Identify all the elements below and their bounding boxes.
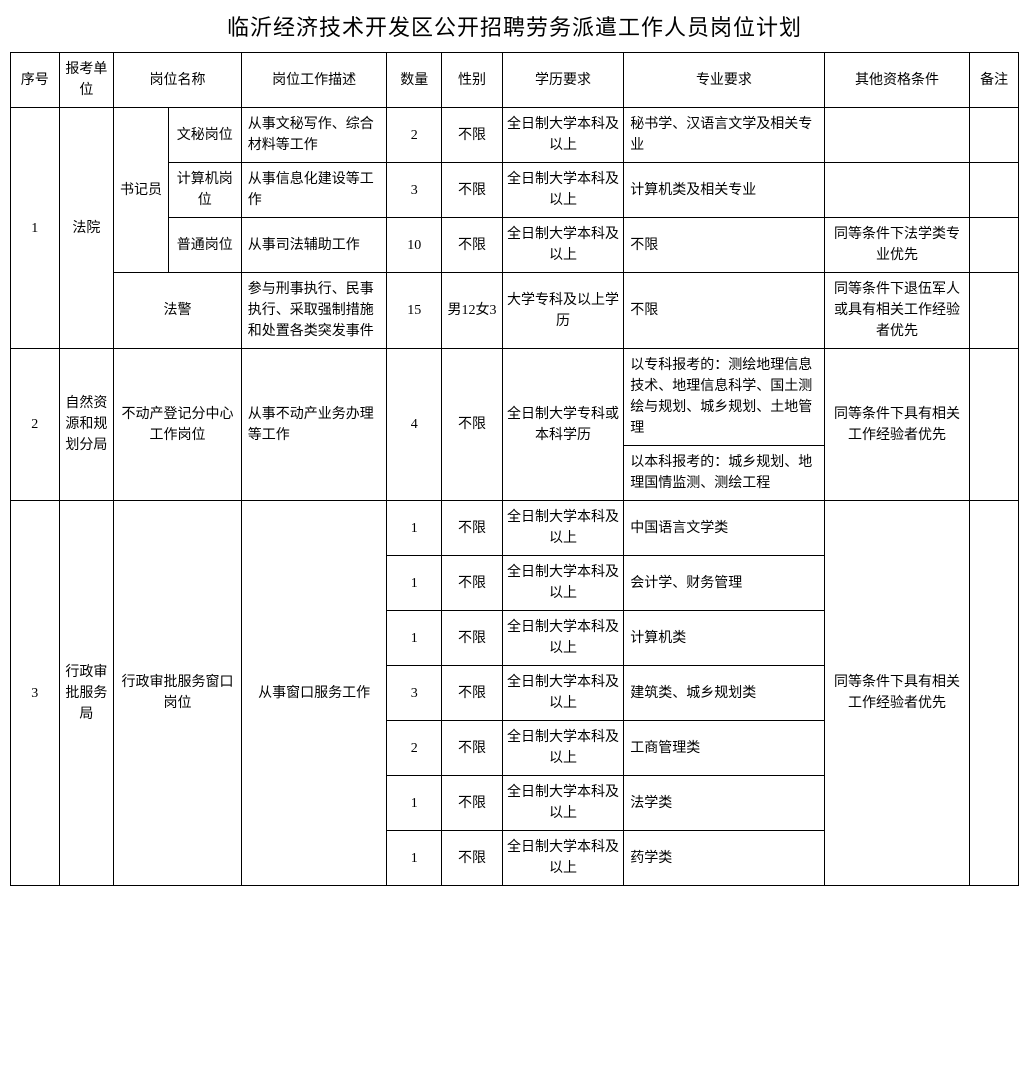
- table-row: 法警 参与刑事执行、民事执行、采取强制措施和处置各类突发事件 15 男12女3 …: [11, 273, 1019, 349]
- header-major: 专业要求: [624, 53, 824, 108]
- table-row: 2 自然资源和规划分局 不动产登记分中心工作岗位 从事不动产业务办理等工作 4 …: [11, 349, 1019, 446]
- cell-qty: 1: [387, 831, 442, 886]
- header-edu: 学历要求: [502, 53, 623, 108]
- table-header-row: 序号 报考单位 岗位名称 岗位工作描述 数量 性别 学历要求 专业要求 其他资格…: [11, 53, 1019, 108]
- cell-gender: 不限: [442, 501, 503, 556]
- cell-note: [970, 273, 1019, 349]
- header-unit: 报考单位: [59, 53, 114, 108]
- cell-pos: 文秘岗位: [168, 108, 241, 163]
- cell-qty: 2: [387, 721, 442, 776]
- table-row: 1 法院 书记员 文秘岗位 从事文秘写作、综合材料等工作 2 不限 全日制大学本…: [11, 108, 1019, 163]
- cell-edu: 全日制大学本科及以上: [502, 556, 623, 611]
- cell-major: 计算机类: [624, 611, 824, 666]
- cell-desc: 参与刑事执行、民事执行、采取强制措施和处置各类突发事件: [241, 273, 387, 349]
- cell-gender: 男12女3: [442, 273, 503, 349]
- cell-note: [970, 218, 1019, 273]
- cell-gender: 不限: [442, 721, 503, 776]
- table-row: 3 行政审批服务局 行政审批服务窗口岗位 从事窗口服务工作 1 不限 全日制大学…: [11, 501, 1019, 556]
- cell-seq: 2: [11, 349, 60, 501]
- cell-edu: 全日制大学本科及以上: [502, 721, 623, 776]
- cell-edu: 全日制大学专科或本科学历: [502, 349, 623, 501]
- cell-other: 同等条件下法学类专业优先: [824, 218, 970, 273]
- cell-pos: 计算机岗位: [168, 163, 241, 218]
- header-posname: 岗位名称: [114, 53, 242, 108]
- cell-unit: 法院: [59, 108, 114, 349]
- cell-desc: 从事文秘写作、综合材料等工作: [241, 108, 387, 163]
- cell-edu: 全日制大学本科及以上: [502, 666, 623, 721]
- cell-qty: 10: [387, 218, 442, 273]
- cell-qty: 2: [387, 108, 442, 163]
- cell-other: 同等条件下具有相关工作经验者优先: [824, 349, 970, 501]
- cell-qty: 1: [387, 611, 442, 666]
- cell-gender: 不限: [442, 108, 503, 163]
- header-desc: 岗位工作描述: [241, 53, 387, 108]
- cell-gender: 不限: [442, 611, 503, 666]
- cell-major: 建筑类、城乡规划类: [624, 666, 824, 721]
- cell-qty: 15: [387, 273, 442, 349]
- cell-gender: 不限: [442, 556, 503, 611]
- cell-major: 法学类: [624, 776, 824, 831]
- cell-desc: 从事窗口服务工作: [241, 501, 387, 886]
- cell-qty: 1: [387, 556, 442, 611]
- recruitment-table: 序号 报考单位 岗位名称 岗位工作描述 数量 性别 学历要求 专业要求 其他资格…: [10, 52, 1019, 886]
- cell-edu: 大学专科及以上学历: [502, 273, 623, 349]
- header-gender: 性别: [442, 53, 503, 108]
- cell-major: 以专科报考的：测绘地理信息技术、地理信息科学、国土测绘与规划、城乡规划、土地管理: [624, 349, 824, 446]
- cell-note: [970, 108, 1019, 163]
- cell-pos: 普通岗位: [168, 218, 241, 273]
- cell-unit: 自然资源和规划分局: [59, 349, 114, 501]
- cell-gender: 不限: [442, 776, 503, 831]
- cell-unit: 行政审批服务局: [59, 501, 114, 886]
- cell-major: 工商管理类: [624, 721, 824, 776]
- cell-gender: 不限: [442, 831, 503, 886]
- cell-subunit: 书记员: [114, 108, 169, 273]
- cell-desc: 从事信息化建设等工作: [241, 163, 387, 218]
- cell-qty: 3: [387, 666, 442, 721]
- header-note: 备注: [970, 53, 1019, 108]
- cell-other: 同等条件下退伍军人或具有相关工作经验者优先: [824, 273, 970, 349]
- cell-edu: 全日制大学本科及以上: [502, 611, 623, 666]
- cell-pos: 不动产登记分中心工作岗位: [114, 349, 242, 501]
- cell-pos: 法警: [114, 273, 242, 349]
- cell-major: 中国语言文学类: [624, 501, 824, 556]
- cell-pos: 行政审批服务窗口岗位: [114, 501, 242, 886]
- header-other: 其他资格条件: [824, 53, 970, 108]
- cell-note: [970, 163, 1019, 218]
- cell-major: 药学类: [624, 831, 824, 886]
- cell-desc: 从事司法辅助工作: [241, 218, 387, 273]
- cell-gender: 不限: [442, 163, 503, 218]
- cell-qty: 1: [387, 501, 442, 556]
- cell-major: 计算机类及相关专业: [624, 163, 824, 218]
- page-title: 临沂经济技术开发区公开招聘劳务派遣工作人员岗位计划: [10, 10, 1019, 42]
- cell-edu: 全日制大学本科及以上: [502, 218, 623, 273]
- cell-edu: 全日制大学本科及以上: [502, 831, 623, 886]
- cell-edu: 全日制大学本科及以上: [502, 163, 623, 218]
- cell-qty: 1: [387, 776, 442, 831]
- cell-qty: 4: [387, 349, 442, 501]
- cell-gender: 不限: [442, 666, 503, 721]
- cell-edu: 全日制大学本科及以上: [502, 108, 623, 163]
- cell-gender: 不限: [442, 218, 503, 273]
- cell-other: [824, 163, 970, 218]
- cell-desc: 从事不动产业务办理等工作: [241, 349, 387, 501]
- cell-major: 不限: [624, 218, 824, 273]
- cell-seq: 3: [11, 501, 60, 886]
- cell-seq: 1: [11, 108, 60, 349]
- cell-edu: 全日制大学本科及以上: [502, 501, 623, 556]
- cell-major: 以本科报考的：城乡规划、地理国情监测、测绘工程: [624, 446, 824, 501]
- cell-major: 会计学、财务管理: [624, 556, 824, 611]
- cell-qty: 3: [387, 163, 442, 218]
- cell-note: [970, 501, 1019, 886]
- cell-major: 不限: [624, 273, 824, 349]
- cell-gender: 不限: [442, 349, 503, 501]
- cell-major: 秘书学、汉语言文学及相关专业: [624, 108, 824, 163]
- header-seq: 序号: [11, 53, 60, 108]
- cell-other: 同等条件下具有相关工作经验者优先: [824, 501, 970, 886]
- header-qty: 数量: [387, 53, 442, 108]
- cell-edu: 全日制大学本科及以上: [502, 776, 623, 831]
- cell-other: [824, 108, 970, 163]
- cell-note: [970, 349, 1019, 501]
